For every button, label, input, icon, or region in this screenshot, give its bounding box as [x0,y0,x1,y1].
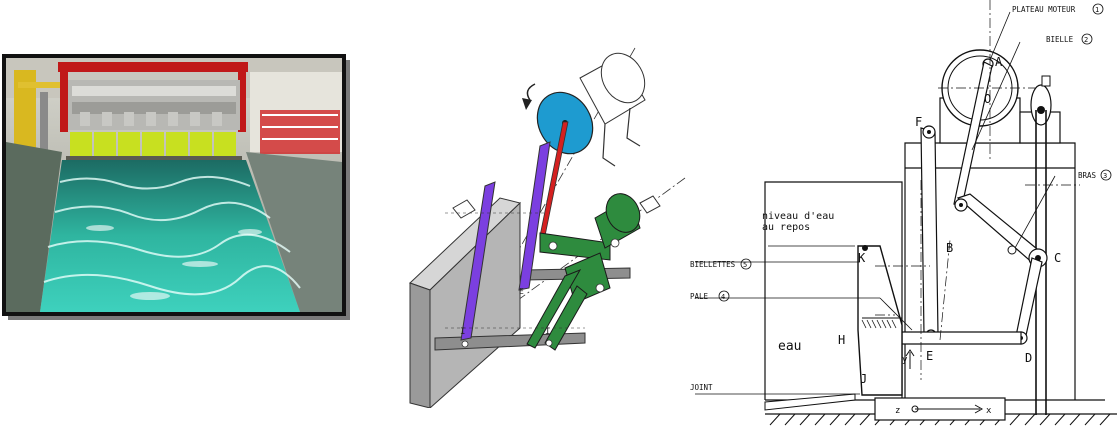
label-plateau-moteur: PLATEAU MOTEUR [1012,5,1076,14]
link-fe [920,125,939,341]
label-pale: PALE [690,292,709,301]
link-cd [1015,257,1043,341]
label-biellettes-num: 5 [743,261,747,269]
label-plateau-num: 1 [1095,6,1099,14]
point-k: K [858,251,866,265]
label-eau: eau [778,339,801,354]
isometric-mechanism-view: E I I [405,38,700,410]
label-joint: JOINT [690,383,713,392]
iso-label-i2: I [545,327,550,337]
axis-y: y [902,355,908,365]
right-pulley [1019,75,1061,415]
label-bras: BRAS [1078,171,1097,180]
point-b: B [946,241,953,255]
point-d: D [1025,351,1032,365]
point-a: A [995,55,1003,69]
axis-x: x [986,406,992,416]
green-arm [526,193,641,351]
point-j: J [860,372,867,386]
bras-arm [954,193,1048,268]
iso-label-i1: I [460,327,465,337]
tech-svg: PLATEAU MOTEUR 1 BIELLE 2 BRAS 3 BIELLET… [690,0,1117,426]
point-o: O [984,92,991,106]
iso-svg: E I I [409,47,686,410]
label-niveau-1: niveau d'eau [762,211,834,222]
paddle [857,245,903,396]
label-bras-num: 3 [1103,172,1107,180]
link-ed [901,331,1022,345]
label-bielle: BIELLE [1046,35,1074,44]
label-biellettes: BIELLETTES [690,260,736,269]
label-bielle-num: 2 [1084,36,1088,44]
label-niveau-2: au repos [762,222,810,233]
label-pale-num: 4 [721,293,725,301]
wave-tank-photo [0,52,352,322]
axis-z: z [895,406,900,416]
photo-svg [2,54,350,320]
iso-label-e: E [519,287,524,296]
point-c: C [1054,251,1061,265]
purple-links [460,141,551,341]
technical-drawing: PLATEAU MOTEUR 1 BIELLE 2 BRAS 3 BIELLET… [690,0,1117,437]
point-e: E [926,349,933,363]
point-f: F [915,115,922,129]
point-h: H [838,333,845,347]
